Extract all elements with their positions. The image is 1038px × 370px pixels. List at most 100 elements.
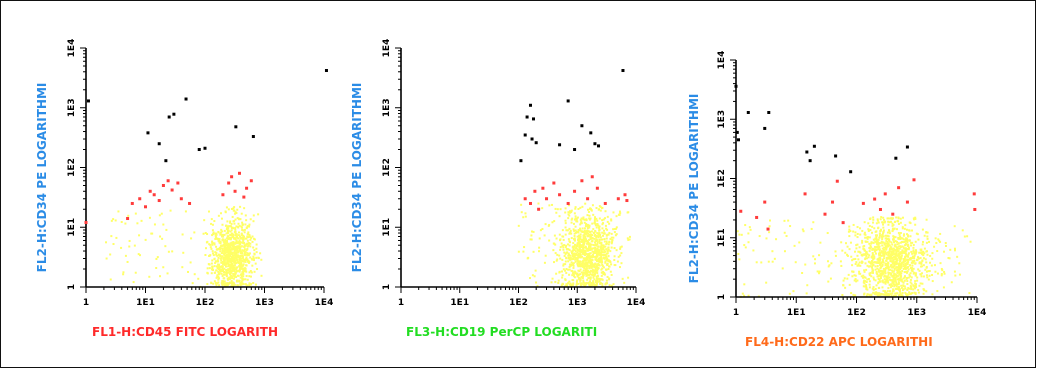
- data-point: [592, 255, 595, 258]
- data-point: [230, 257, 233, 260]
- data-point: [244, 260, 247, 263]
- data-point: [907, 265, 910, 268]
- data-point: [607, 243, 610, 246]
- data-point: [885, 266, 888, 269]
- data-point: [134, 212, 137, 215]
- data-point: [251, 235, 254, 238]
- data-point: [891, 285, 894, 288]
- data-point: [887, 235, 890, 238]
- data-point: [604, 256, 607, 259]
- data-point: [768, 231, 771, 234]
- data-point: [931, 273, 934, 276]
- data-point: [601, 247, 604, 250]
- data-point: [221, 268, 224, 271]
- data-point: [159, 235, 162, 238]
- data-point: [888, 254, 891, 257]
- data-point: [597, 263, 600, 266]
- data-point: [912, 288, 915, 291]
- data-point: [215, 284, 218, 287]
- data-point: [765, 281, 768, 284]
- series-cloud-1: [105, 205, 263, 288]
- data-point: [565, 248, 568, 251]
- data-point: [968, 292, 971, 295]
- data-point: [256, 268, 259, 271]
- data-point: [600, 260, 603, 263]
- data-point: [881, 273, 884, 276]
- data-point: [231, 276, 234, 279]
- data-point: [584, 262, 587, 265]
- data-point: [558, 193, 562, 197]
- data-point: [595, 186, 599, 190]
- data-point: [582, 243, 585, 246]
- data-point: [234, 231, 237, 234]
- data-point: [902, 281, 905, 284]
- data-point: [879, 277, 882, 280]
- data-point: [889, 217, 892, 220]
- data-point: [871, 271, 874, 274]
- data-point: [758, 235, 761, 238]
- data-point: [215, 282, 218, 285]
- data-point: [894, 278, 897, 281]
- data-point: [901, 227, 904, 230]
- data-point: [227, 258, 230, 261]
- data-point: [522, 216, 525, 219]
- data-point: [235, 257, 238, 260]
- data-point: [562, 263, 565, 266]
- data-point: [594, 283, 597, 286]
- data-point: [905, 254, 908, 257]
- data-point: [576, 282, 579, 285]
- data-point: [582, 281, 585, 284]
- data-point: [895, 261, 898, 264]
- data-point: [570, 218, 573, 221]
- data-point: [568, 214, 571, 217]
- data-point: [230, 175, 234, 179]
- data-point: [221, 233, 224, 236]
- data-point: [884, 278, 887, 281]
- data-point: [931, 293, 934, 296]
- data-point: [894, 294, 897, 297]
- data-point: [876, 267, 879, 270]
- data-point: [874, 245, 877, 248]
- data-point: [889, 286, 892, 289]
- data-point: [249, 270, 252, 273]
- data-point: [567, 260, 570, 263]
- data-point: [586, 249, 589, 252]
- data-point: [857, 258, 860, 261]
- data-point: [245, 226, 248, 229]
- x-tick-label: 1: [733, 308, 739, 318]
- data-point: [755, 261, 758, 264]
- data-point: [601, 244, 604, 247]
- data-point: [909, 257, 912, 260]
- data-point: [232, 272, 235, 275]
- data-point: [884, 237, 887, 240]
- data-point: [972, 192, 976, 196]
- data-point: [867, 228, 870, 231]
- data-point: [895, 228, 898, 231]
- data-point: [827, 265, 830, 268]
- data-point: [905, 267, 908, 270]
- data-point: [619, 246, 622, 249]
- data-point: [595, 275, 598, 278]
- data-point: [582, 236, 585, 239]
- data-point: [886, 265, 889, 268]
- data-point: [890, 254, 893, 257]
- data-point: [888, 249, 891, 252]
- data-point: [223, 250, 226, 253]
- data-point: [255, 251, 258, 254]
- data-point: [209, 254, 212, 257]
- data-point: [891, 212, 895, 216]
- data-point: [600, 207, 603, 210]
- data-point: [564, 284, 567, 287]
- data-point: [586, 258, 589, 261]
- data-point: [844, 286, 847, 289]
- data-point: [901, 226, 904, 229]
- data-point: [872, 241, 875, 244]
- data-point: [894, 292, 897, 295]
- data-point: [892, 266, 895, 269]
- data-point: [611, 239, 614, 242]
- data-point: [938, 239, 941, 242]
- data-point: [589, 233, 592, 236]
- data-point: [233, 220, 236, 223]
- data-point: [124, 254, 127, 257]
- data-point: [551, 277, 554, 280]
